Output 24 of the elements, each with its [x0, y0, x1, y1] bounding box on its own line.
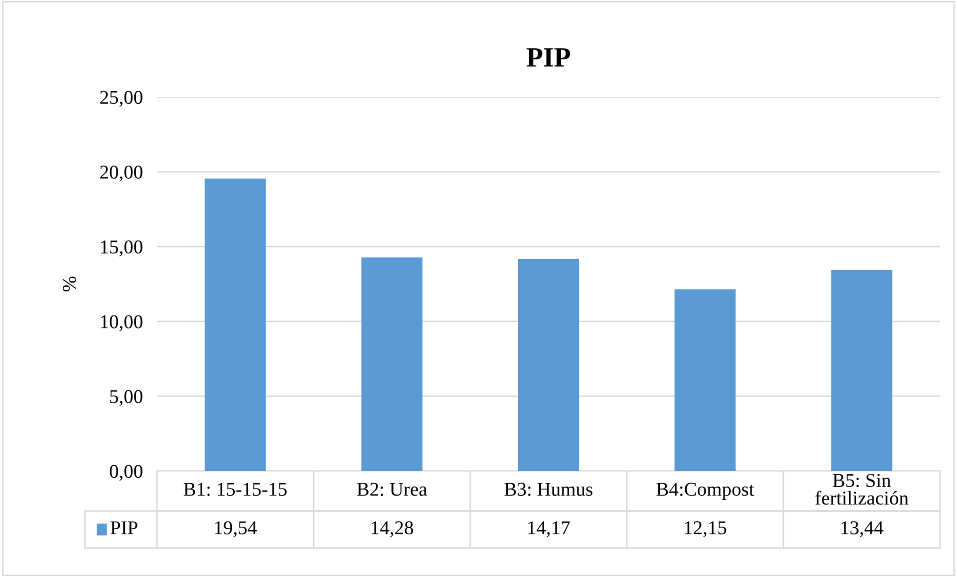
y-tick-label: 0,00 — [110, 464, 142, 481]
y-tick-label: 20,00 — [100, 166, 142, 182]
data-label: 14,28 — [372, 521, 414, 538]
x-tick-label: B1: 15-15-15 — [184, 482, 287, 496]
legend-label: PIP — [110, 521, 138, 534]
data-label: 19,54 — [215, 521, 257, 538]
data-label: 14,17 — [528, 521, 570, 538]
y-tick-label: 5,00 — [110, 390, 142, 406]
bar — [518, 259, 580, 471]
x-tick-label: B2: Urea — [357, 482, 427, 496]
y-tick-label: 15,00 — [101, 240, 142, 256]
bar — [204, 178, 266, 471]
x-tick-label: B4:Compost — [656, 482, 754, 500]
x-tick-label: B5: Sin fertilización — [815, 474, 908, 505]
bar — [361, 257, 422, 471]
bar — [831, 270, 892, 471]
x-tick-label: B3: Humus — [504, 482, 592, 496]
data-label: 12,15 — [684, 521, 726, 538]
bar — [674, 289, 736, 471]
y-tick-label: 25,00 — [100, 90, 142, 107]
data-label: 13,44 — [842, 521, 884, 538]
chart-title: PIP — [526, 48, 570, 66]
y-axis-title: % — [62, 276, 76, 292]
y-tick-label: 10,00 — [101, 315, 142, 332]
